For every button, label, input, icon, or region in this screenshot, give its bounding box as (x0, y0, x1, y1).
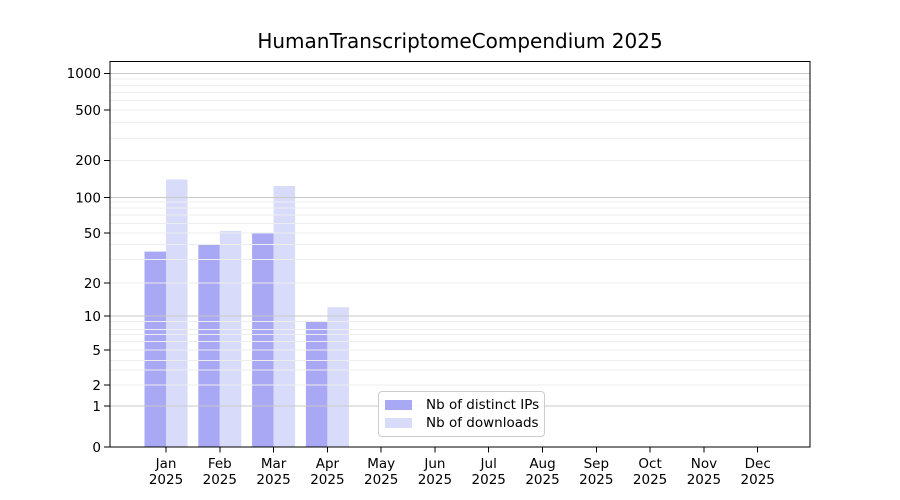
y-tick-label: 50 (84, 226, 101, 242)
x-tick-label-year: 2025 (418, 472, 452, 488)
x-tick-label-month: Oct (638, 456, 661, 472)
y-tick-label: 20 (84, 276, 101, 292)
legend-item-downloads: Nb of downloads (385, 414, 539, 432)
legend: Nb of distinct IPs Nb of downloads (378, 391, 545, 437)
y-tick-label: 0 (92, 440, 101, 456)
bar-downloads (166, 179, 188, 447)
legend-item-distinct-ips: Nb of distinct IPs (385, 396, 540, 414)
x-tick-label-year: 2025 (687, 472, 721, 488)
x-tick-label-month: Nov (691, 456, 717, 472)
x-tick-label-year: 2025 (525, 472, 559, 488)
bar-distinct-ips (144, 251, 166, 447)
legend-swatch-downloads-icon (385, 418, 412, 428)
x-tick-label-month: Apr (316, 456, 340, 472)
x-tick-label-year: 2025 (310, 472, 344, 488)
y-tick-label: 100 (75, 190, 101, 206)
x-tick-label-year: 2025 (633, 472, 667, 488)
x-tick-label-month: Feb (208, 456, 232, 472)
legend-label-distinct-ips: Nb of distinct IPs (426, 397, 540, 413)
y-tick-label: 1000 (67, 66, 101, 82)
x-tick-label-year: 2025 (256, 472, 290, 488)
x-tick-label-year: 2025 (472, 472, 506, 488)
y-tick-label: 200 (75, 153, 101, 169)
axis-spines (109, 61, 811, 448)
legend-label-downloads: Nb of downloads (426, 415, 539, 431)
y-tick-label: 1 (92, 399, 101, 415)
bar-downloads (219, 230, 242, 447)
x-tick-label-month: Jul (480, 456, 497, 472)
bar-distinct-ips (305, 321, 328, 447)
y-tick-label: 2 (92, 378, 101, 394)
y-tick-label: 5 (92, 343, 101, 359)
x-tick-label-month: Mar (261, 456, 287, 472)
x-tick-label-year: 2025 (364, 472, 398, 488)
bar-distinct-ips (198, 244, 220, 447)
x-tick-label-year: 2025 (579, 472, 613, 488)
bar-downloads (327, 307, 349, 447)
legend-swatch-distinct-ips-icon (385, 400, 412, 410)
x-tick-label-month: Jan (155, 456, 177, 472)
x-tick-label-month: Jun (423, 456, 445, 472)
x-tick-label-month: May (367, 456, 395, 472)
x-tick-label-month: Dec (745, 456, 771, 472)
x-tick-label-year: 2025 (741, 472, 775, 488)
x-tick-label-month: Sep (584, 456, 609, 472)
chart-title: HumanTranscriptomeCompendium 2025 (257, 29, 663, 53)
x-tick-label-month: Aug (529, 456, 555, 472)
x-tick-label-year: 2025 (203, 472, 237, 488)
x-tick-label-year: 2025 (149, 472, 183, 488)
y-tick-label: 10 (84, 309, 101, 325)
bar-distinct-ips (252, 233, 274, 447)
y-tick-label: 500 (75, 103, 101, 119)
